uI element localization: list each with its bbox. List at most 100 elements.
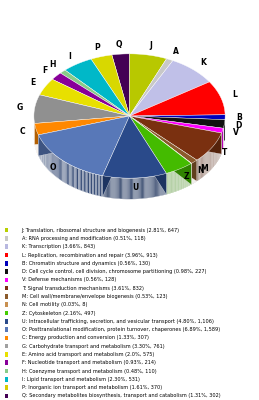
Polygon shape — [112, 177, 113, 198]
Polygon shape — [130, 116, 192, 184]
Polygon shape — [122, 178, 123, 199]
Polygon shape — [168, 173, 169, 194]
Text: U: U — [132, 183, 139, 192]
Text: N: Cell motility (0.03%, 8): N: Cell motility (0.03%, 8) — [22, 302, 87, 307]
Polygon shape — [130, 116, 225, 128]
Polygon shape — [49, 150, 50, 172]
Text: M: M — [200, 164, 208, 173]
Polygon shape — [72, 166, 73, 187]
Polygon shape — [67, 163, 68, 185]
Polygon shape — [74, 167, 76, 188]
Polygon shape — [130, 82, 225, 116]
Polygon shape — [141, 178, 142, 199]
Polygon shape — [124, 178, 125, 199]
Polygon shape — [52, 73, 130, 116]
Polygon shape — [47, 148, 48, 170]
Polygon shape — [218, 139, 219, 160]
Text: H: Coenzyme transport and metabolism (0.48%, 110): H: Coenzyme transport and metabolism (0.… — [22, 368, 156, 374]
Polygon shape — [61, 159, 62, 181]
Polygon shape — [73, 166, 74, 188]
Polygon shape — [201, 157, 202, 178]
Polygon shape — [85, 171, 87, 192]
Polygon shape — [154, 176, 155, 197]
Polygon shape — [216, 142, 217, 163]
Text: L: Replication, recombination and repair (3.96%, 913): L: Replication, recombination and repair… — [22, 252, 157, 258]
Text: A: RNA processing and modification (0.51%, 118): A: RNA processing and modification (0.51… — [22, 236, 145, 241]
Polygon shape — [140, 178, 141, 199]
Bar — [5, 394, 8, 398]
Polygon shape — [128, 178, 129, 199]
Polygon shape — [57, 156, 58, 178]
Polygon shape — [132, 178, 133, 199]
Text: C: Energy production and conversion (1.33%, 307): C: Energy production and conversion (1.3… — [22, 335, 148, 340]
Polygon shape — [131, 178, 132, 199]
Polygon shape — [106, 176, 107, 198]
Polygon shape — [34, 116, 130, 135]
Polygon shape — [38, 135, 39, 157]
Polygon shape — [130, 116, 197, 163]
Polygon shape — [197, 159, 198, 181]
Polygon shape — [130, 116, 223, 133]
Text: P: Inorganic ion transport and metabolism (1.61%, 370): P: Inorganic ion transport and metabolis… — [22, 385, 162, 390]
Polygon shape — [215, 143, 216, 164]
Polygon shape — [34, 116, 130, 144]
Polygon shape — [184, 167, 185, 188]
Polygon shape — [78, 168, 80, 190]
Polygon shape — [107, 176, 108, 198]
Polygon shape — [60, 70, 130, 116]
Polygon shape — [130, 116, 191, 184]
Polygon shape — [100, 175, 101, 196]
Polygon shape — [130, 59, 173, 116]
Bar — [5, 269, 8, 274]
Text: Q: Secondary metabolites biosynthesis, transport and catabolism (1.31%, 302): Q: Secondary metabolites biosynthesis, t… — [22, 393, 220, 398]
Polygon shape — [94, 174, 95, 195]
Polygon shape — [46, 146, 47, 168]
Polygon shape — [119, 178, 120, 199]
Text: B: Chromatin structure and dynamics (0.56%, 130): B: Chromatin structure and dynamics (0.5… — [22, 261, 150, 266]
Polygon shape — [80, 169, 81, 190]
Polygon shape — [186, 166, 187, 187]
Polygon shape — [145, 177, 146, 198]
Text: L: L — [232, 90, 237, 99]
Text: G: G — [17, 104, 23, 112]
Polygon shape — [139, 178, 140, 199]
Polygon shape — [200, 158, 201, 179]
Text: C: C — [19, 127, 25, 136]
Bar — [5, 228, 8, 232]
Polygon shape — [198, 159, 199, 180]
Polygon shape — [101, 175, 103, 197]
Text: Q: Q — [116, 40, 123, 49]
Polygon shape — [68, 164, 69, 185]
Polygon shape — [63, 161, 64, 182]
Polygon shape — [152, 176, 153, 198]
Polygon shape — [205, 154, 206, 175]
Polygon shape — [38, 116, 130, 156]
Text: J: Translation, ribosomal structure and biogenesis (2.81%, 647): J: Translation, ribosomal structure and … — [22, 228, 180, 233]
Bar — [5, 261, 8, 266]
Text: G: Carbohydrate transport and metabolism (3.30%, 761): G: Carbohydrate transport and metabolism… — [22, 344, 164, 349]
Polygon shape — [82, 170, 84, 192]
Polygon shape — [166, 173, 167, 194]
Polygon shape — [144, 177, 145, 198]
Polygon shape — [130, 116, 197, 181]
Polygon shape — [103, 116, 130, 197]
Text: O: Posttranslational modification, protein turnover, chaperones (6.89%, 1,589): O: Posttranslational modification, prote… — [22, 327, 220, 332]
Polygon shape — [130, 116, 192, 184]
Polygon shape — [130, 116, 197, 181]
Bar — [5, 286, 8, 290]
Polygon shape — [149, 177, 150, 198]
Polygon shape — [153, 176, 154, 197]
Polygon shape — [164, 174, 165, 195]
Polygon shape — [156, 176, 157, 197]
Polygon shape — [204, 154, 205, 176]
Polygon shape — [159, 175, 160, 196]
Text: B: B — [236, 113, 242, 122]
Polygon shape — [126, 178, 128, 199]
Polygon shape — [174, 171, 175, 192]
Bar — [5, 369, 8, 373]
Polygon shape — [130, 178, 131, 199]
Polygon shape — [130, 116, 223, 149]
Polygon shape — [110, 177, 111, 198]
Text: H: H — [49, 60, 56, 69]
Polygon shape — [161, 174, 162, 196]
